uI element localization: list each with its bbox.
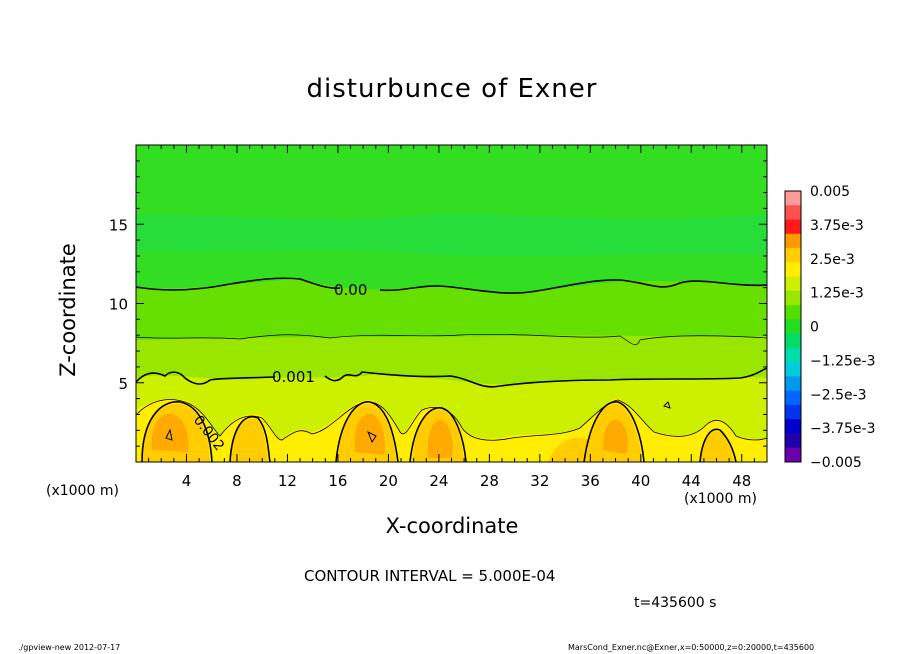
colorbar-swatch — [785, 419, 801, 434]
colorbar-swatch — [785, 347, 801, 363]
x-tick-label: 40 — [631, 472, 650, 490]
colorbar-label: 0 — [810, 320, 819, 336]
colorbar-swatch — [785, 390, 801, 406]
x-tick-label: 28 — [480, 472, 499, 490]
colorbar-label: 0.005 — [810, 184, 850, 200]
colorbar-swatch — [785, 205, 801, 221]
colorbar-swatch — [785, 262, 801, 278]
colorbar-label: −1.25e-3 — [810, 353, 875, 369]
colorbar-swatch — [785, 276, 801, 292]
x-tick-label: 44 — [682, 472, 701, 490]
x-tick-label: 16 — [328, 472, 347, 490]
colorbar-label: −3.75e-3 — [810, 421, 875, 437]
colorbar-swatch — [785, 305, 801, 320]
x-tick-label: 32 — [530, 472, 549, 490]
colorbar-label: 2.5e-3 — [810, 252, 855, 268]
heatmap-field — [136, 145, 767, 462]
x-unit-label-left: (x1000 m) — [46, 483, 119, 499]
colorbar-label: −0.005 — [810, 455, 862, 471]
y-axis: 5 10 15 — [109, 160, 767, 447]
colorbar-frame — [784, 190, 802, 463]
footer-left: ./gpview-new 2012-07-17 — [18, 643, 121, 652]
x-unit-label-right: (x1000 m) — [684, 491, 757, 507]
x-axis: 4 8 12 16 20 24 28 32 36 40 44 48 — [148, 145, 755, 490]
colorbar-swatch — [785, 248, 801, 263]
contour-label-0: 0.00 — [334, 281, 367, 299]
x-tick-label: 12 — [278, 472, 297, 490]
x-tick-label: 4 — [182, 472, 192, 490]
colorbar-swatch — [785, 219, 801, 235]
x-tick-label: 8 — [232, 472, 242, 490]
y-tick-label: 5 — [118, 375, 128, 393]
x-tick-label: 20 — [379, 472, 398, 490]
footer-right: MarsCond_Exner.nc@Exner,x=0:50000,z=0:20… — [568, 643, 815, 652]
colorbar-swatch — [785, 433, 801, 449]
time-label: t=435600 s — [634, 595, 717, 611]
colorbar-swatch — [785, 376, 801, 392]
colorbar: 0.005 3.75e-3 2.5e-3 1.25e-3 0 −1.25e-3 −2.5e-… — [784, 184, 875, 471]
colorbar-swatch — [785, 191, 801, 206]
colorbar-label: 1.25e-3 — [810, 286, 864, 302]
colorbar-swatch — [785, 447, 801, 463]
colorbar-swatch — [785, 362, 801, 377]
colorbar-swatch — [785, 233, 801, 249]
y-tick-label: 10 — [109, 296, 128, 314]
colorbar-swatch — [785, 319, 801, 335]
chart-title: disturbunce of Exner — [306, 74, 598, 104]
contour-label-1: 0.001 — [272, 368, 315, 386]
colorbar-swatch — [785, 290, 801, 306]
x-tick-label: 36 — [581, 472, 600, 490]
colorbar-swatch — [785, 404, 801, 420]
x-tick-label: 24 — [429, 472, 448, 490]
y-axis-label: Z-coordinate — [56, 243, 80, 377]
colorbar-swatch — [785, 333, 801, 349]
colorbar-label: 3.75e-3 — [810, 218, 864, 234]
x-tick-label: 48 — [732, 472, 751, 490]
x-axis-label: X-coordinate — [385, 514, 519, 538]
y-tick-label: 15 — [109, 216, 128, 234]
colorbar-label: −2.5e-3 — [810, 387, 867, 403]
contour-interval-label: CONTOUR INTERVAL = 5.000E-04 — [304, 567, 556, 585]
